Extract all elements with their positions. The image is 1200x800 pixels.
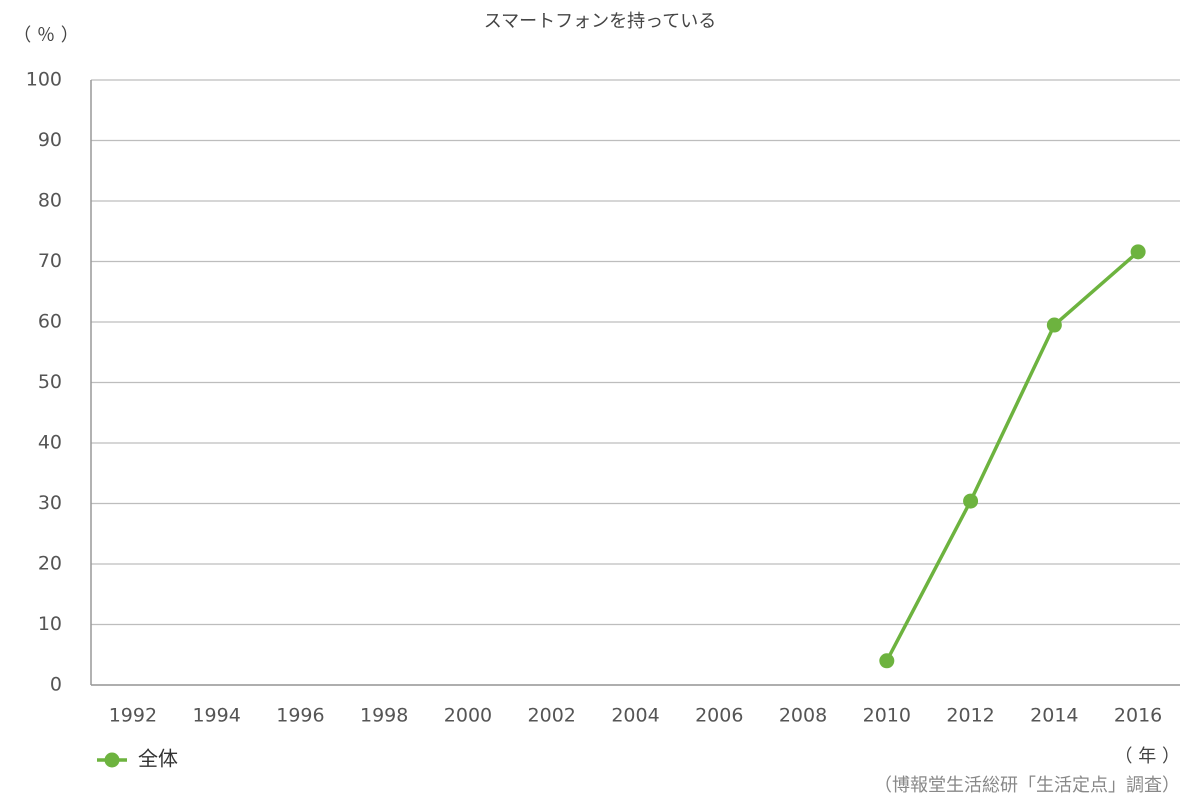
x-tick-label: 2016: [1114, 705, 1162, 727]
x-tick-label: 2000: [444, 705, 492, 727]
y-tick-label: 20: [38, 553, 62, 575]
data-point: [1046, 317, 1062, 333]
x-tick-label: 2008: [779, 705, 827, 727]
x-tick-label: 1998: [360, 705, 408, 727]
x-tick-label: 1996: [276, 705, 324, 727]
y-tick-label: 40: [38, 432, 62, 454]
y-tick-label: 80: [38, 190, 62, 212]
legend-label: 全体: [138, 747, 178, 771]
y-tick-label: 10: [38, 613, 62, 635]
x-tick-label: 2004: [611, 705, 659, 727]
y-tick-label: 70: [38, 250, 62, 272]
legend-marker: [104, 752, 120, 768]
y-tick-label: 50: [38, 371, 62, 393]
series-line: [885, 250, 1140, 662]
data-point: [879, 653, 895, 669]
data-point: [963, 493, 979, 509]
data-point: [1130, 244, 1146, 260]
x-axis-label: （ 年 ）: [1115, 746, 1180, 767]
y-tick-label: 60: [38, 311, 62, 333]
y-tick-label: 90: [38, 129, 62, 151]
y-tick-label: 100: [26, 69, 62, 91]
y-tick-label: 30: [38, 492, 62, 514]
x-tick-label: 2012: [946, 705, 994, 727]
source: （博報堂生活総研「生活定点」調査）: [874, 775, 1180, 796]
y-tick-label: 0: [50, 674, 62, 696]
chart-title: スマートフォンを持っている: [484, 11, 717, 32]
x-tick-label: 2002: [528, 705, 576, 727]
y-axis-label: （ ％ ）: [13, 25, 78, 46]
x-tick-label: 2014: [1030, 705, 1078, 727]
x-tick-label: 1994: [192, 705, 240, 727]
x-tick-label: 2010: [863, 705, 911, 727]
x-tick-label: 2006: [695, 705, 743, 727]
x-tick-label: 1992: [109, 705, 157, 727]
